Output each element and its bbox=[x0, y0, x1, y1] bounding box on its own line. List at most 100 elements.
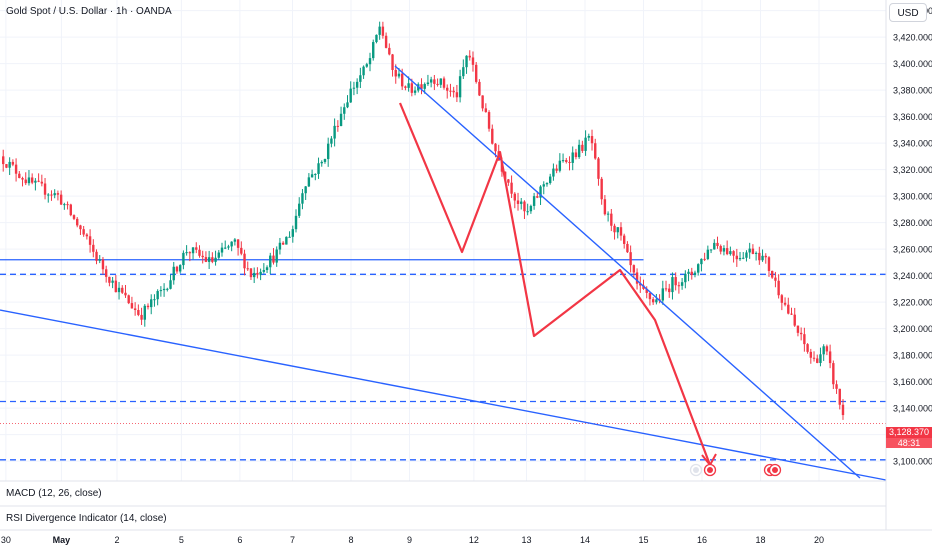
candle-body bbox=[140, 314, 143, 320]
candle-body bbox=[577, 144, 581, 158]
candle-body bbox=[754, 252, 758, 254]
candle-body bbox=[661, 288, 665, 301]
candle-body bbox=[722, 248, 726, 252]
candle-body bbox=[639, 283, 642, 286]
candle-body bbox=[204, 257, 208, 262]
candle-body bbox=[14, 164, 18, 174]
candle-body bbox=[799, 332, 803, 335]
candle-body bbox=[693, 272, 697, 275]
candle-body bbox=[72, 215, 76, 219]
candle-body bbox=[214, 257, 217, 262]
price-tick-label: 3,360.000 bbox=[893, 112, 932, 122]
candlestick-series bbox=[2, 21, 845, 420]
candle-body bbox=[597, 158, 600, 179]
candle-body bbox=[11, 161, 15, 165]
candle-body bbox=[82, 229, 85, 235]
candle-body bbox=[375, 34, 378, 43]
candle-body bbox=[101, 259, 105, 270]
time-axis[interactable]: 30 May 2 5 6 7 8 9 12 13 14 15 16 18 20 bbox=[1, 535, 824, 545]
candle-body bbox=[191, 247, 195, 254]
event-markers[interactable] bbox=[689, 463, 782, 477]
zigzag-line bbox=[398, 102, 712, 466]
candle-body bbox=[304, 186, 307, 194]
candle-body bbox=[548, 176, 552, 184]
candle-body bbox=[738, 258, 742, 260]
candle-body bbox=[449, 90, 452, 92]
candle-body bbox=[217, 252, 220, 258]
currency-button[interactable]: USD bbox=[889, 3, 927, 22]
candle-body bbox=[439, 78, 442, 85]
candle-body bbox=[455, 92, 459, 98]
candle-body bbox=[294, 215, 298, 230]
candle-body bbox=[664, 288, 668, 290]
candle-body bbox=[336, 125, 340, 127]
candle-body bbox=[832, 363, 835, 385]
candle-body bbox=[491, 128, 494, 144]
candle-body bbox=[594, 143, 597, 159]
candle-body bbox=[246, 268, 249, 270]
candle-body bbox=[146, 305, 150, 308]
candle-body bbox=[230, 241, 233, 247]
time-tick-label: 9 bbox=[407, 535, 412, 545]
candle-body bbox=[47, 194, 50, 196]
candle-body bbox=[674, 277, 677, 286]
candle-body bbox=[542, 184, 545, 187]
price-tick-label: 3,160.000 bbox=[893, 377, 932, 387]
time-tick-label: 8 bbox=[348, 535, 353, 545]
candle-body bbox=[288, 236, 291, 238]
time-tick-label: 18 bbox=[755, 535, 765, 545]
candle-body bbox=[841, 404, 845, 416]
candle-body bbox=[816, 358, 819, 363]
event-marker-dot bbox=[707, 467, 713, 473]
candle-body bbox=[330, 138, 333, 144]
candle-body bbox=[111, 280, 114, 283]
price-axis[interactable]: 3,100.0003,120.0003,140.0003,160.0003,18… bbox=[893, 6, 932, 467]
candle-body bbox=[381, 26, 385, 36]
candle-body bbox=[613, 225, 616, 233]
candle-body bbox=[400, 73, 404, 87]
candle-body bbox=[259, 271, 262, 275]
candle-body bbox=[349, 88, 352, 103]
candle-body bbox=[713, 242, 716, 250]
trendlines bbox=[0, 65, 887, 481]
candle-body bbox=[774, 277, 777, 281]
candle-body bbox=[207, 257, 211, 262]
candle-body bbox=[420, 84, 423, 89]
macd-label[interactable]: MACD (12, 26, close) bbox=[6, 488, 102, 499]
candle-body bbox=[150, 299, 153, 308]
candle-body bbox=[584, 137, 587, 151]
candle-body bbox=[166, 288, 169, 290]
candle-body bbox=[323, 159, 327, 162]
candle-body bbox=[687, 271, 690, 274]
candle-body bbox=[269, 255, 272, 268]
candle-body bbox=[587, 136, 591, 138]
candle-body bbox=[513, 193, 516, 201]
candle-body bbox=[224, 247, 227, 249]
candle-body bbox=[484, 108, 488, 113]
candle-body bbox=[600, 178, 603, 200]
candle-body bbox=[378, 26, 381, 35]
candle-body bbox=[622, 235, 626, 244]
candle-body bbox=[423, 84, 426, 89]
price-tick-label: 3,340.000 bbox=[893, 139, 932, 149]
candle-body bbox=[462, 67, 465, 77]
candle-body bbox=[365, 64, 368, 67]
candle-body bbox=[565, 160, 568, 162]
candle-body bbox=[307, 177, 311, 187]
event-marker-dot bbox=[693, 467, 699, 473]
candle-body bbox=[121, 287, 124, 293]
candle-body bbox=[285, 236, 288, 245]
candle-body bbox=[8, 161, 11, 168]
rsi-label[interactable]: RSI Divergence Indicator (14, close) bbox=[6, 513, 167, 524]
candle-body bbox=[59, 194, 63, 205]
candle-body bbox=[532, 196, 536, 206]
candle-body bbox=[275, 249, 278, 263]
candle-body bbox=[610, 213, 613, 226]
candle-body bbox=[156, 291, 159, 300]
candle-body bbox=[796, 325, 800, 333]
horizontal-levels bbox=[0, 259, 886, 461]
candle-body bbox=[133, 308, 137, 310]
candle-body bbox=[66, 204, 69, 206]
candle-body bbox=[79, 225, 82, 230]
